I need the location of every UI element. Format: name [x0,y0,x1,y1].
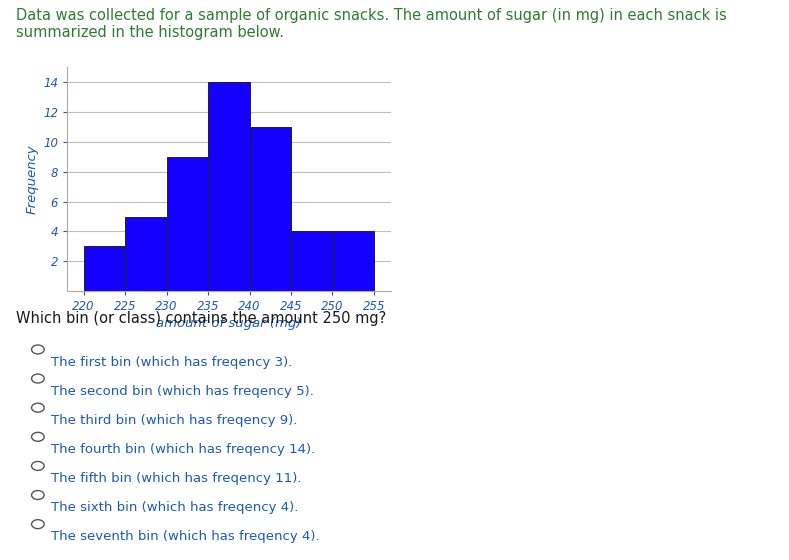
Bar [249,127,291,291]
Text: The fifth bin (which has freqency 11).: The fifth bin (which has freqency 11). [51,472,301,485]
Bar [291,231,332,291]
Text: The third bin (which has freqency 9).: The third bin (which has freqency 9). [51,414,297,427]
Bar [84,246,125,291]
Bar [332,231,374,291]
Text: The second bin (which has freqency 5).: The second bin (which has freqency 5). [51,385,314,398]
Bar [208,82,249,291]
Bar [166,157,208,291]
Text: The fourth bin (which has freqency 14).: The fourth bin (which has freqency 14). [51,443,316,456]
Y-axis label: Frequency: Frequency [26,144,39,214]
Text: The sixth bin (which has freqency 4).: The sixth bin (which has freqency 4). [51,501,299,514]
X-axis label: amount of sugar (mg): amount of sugar (mg) [156,318,301,330]
Bar [125,217,166,291]
Text: summarized in the histogram below.: summarized in the histogram below. [16,25,284,40]
Text: Data was collected for a sample of organic snacks. The amount of sugar (in mg) i: Data was collected for a sample of organ… [16,8,727,24]
Text: Which bin (or class) contains the amount 250 mg?: Which bin (or class) contains the amount… [16,311,386,326]
Text: The seventh bin (which has freqency 4).: The seventh bin (which has freqency 4). [51,530,320,543]
Text: The first bin (which has freqency 3).: The first bin (which has freqency 3). [51,356,293,368]
